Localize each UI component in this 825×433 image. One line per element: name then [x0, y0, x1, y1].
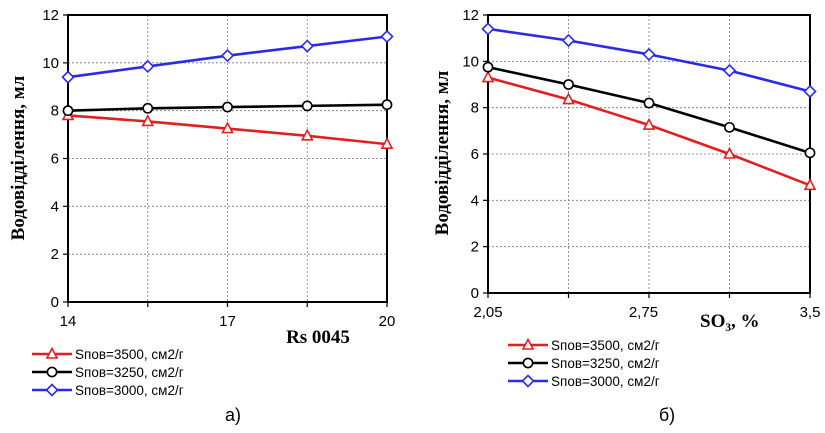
data-point — [301, 100, 313, 112]
legend: Sпов=3500, см2/г Sпов=3250, см2/г Sпов=300… — [508, 337, 660, 389]
data-point — [803, 178, 817, 191]
chart-a: 0 2 4 6 8 10 12 14 17 20 Водовідділення, мл Rs 0045… — [8, 7, 395, 425]
y-tick-label: 8 — [471, 100, 479, 117]
data-point — [300, 39, 314, 53]
data-point — [300, 128, 314, 141]
data-point — [722, 63, 737, 78]
data-point — [62, 105, 74, 117]
y-tick-label: 2 — [51, 246, 59, 263]
x-tick-label: 2,75 — [629, 304, 658, 321]
legend-label: Sпов=3500, см2/г — [75, 347, 184, 362]
data-point — [643, 97, 655, 109]
y-tick-label: 2 — [471, 239, 479, 256]
y-tick-label: 4 — [51, 198, 59, 215]
y-tick-label: 8 — [51, 103, 59, 120]
data-point — [563, 79, 574, 90]
x-axis-label: Rs 0045 — [286, 327, 350, 348]
data-point — [803, 84, 817, 99]
y-tick-label: 6 — [471, 146, 479, 163]
y-tick-label: 4 — [471, 192, 479, 209]
y-tick-label: 10 — [462, 53, 479, 70]
legend-label: Sпов=3250, см2/г — [75, 365, 184, 380]
x-tick-label: 14 — [60, 313, 77, 330]
data-point — [141, 59, 155, 74]
legend-marker — [521, 337, 535, 350]
chart-caption: а) — [225, 405, 241, 425]
y-tick-label: 6 — [51, 151, 59, 168]
y-tick-label: 0 — [51, 294, 59, 311]
y-axis-label: Водовідділення, мл — [432, 70, 453, 235]
legend-marker — [521, 374, 535, 388]
data-point — [222, 101, 233, 113]
y-tick-label: 0 — [471, 285, 479, 302]
data-point — [142, 102, 154, 114]
data-point — [723, 146, 736, 159]
y-tick-label: 10 — [42, 55, 59, 72]
legend-label: Sпов=3250, см2/г — [551, 356, 660, 371]
data-point — [561, 33, 576, 48]
data-point — [482, 61, 494, 73]
legend: Sпов=3500, см2/г Sпов=3250, см2/г Sпов=300… — [32, 346, 184, 398]
y-axis-label: Водовідділення, мл — [8, 75, 29, 240]
y-tick-label: 12 — [462, 7, 479, 24]
x-tick-label: 20 — [379, 313, 396, 330]
data-point — [380, 136, 394, 149]
x-tick-label: 2,05 — [473, 304, 502, 321]
data-point — [724, 121, 735, 133]
legend-marker — [522, 357, 534, 369]
data-point — [221, 121, 234, 134]
data-point — [804, 147, 816, 159]
x-tick-label: 3,5 — [800, 304, 821, 321]
data-point — [380, 29, 394, 44]
data-point — [481, 22, 495, 36]
data-point — [642, 117, 656, 130]
data-point — [220, 49, 235, 63]
data-point — [381, 99, 393, 111]
legend-label: Sпов=3000, см2/г — [551, 374, 660, 389]
data-point — [141, 114, 155, 127]
chart-b: 0 2 4 6 8 10 12 2,05 2,75 3,5 Водовідділення, мл SO… — [432, 7, 820, 425]
x-axis-label: SO₃, % — [700, 311, 760, 332]
data-point — [481, 70, 495, 83]
y-tick-label: 12 — [42, 7, 59, 24]
legend-label: Sпов=3000, см2/г — [75, 383, 184, 398]
data-point — [562, 92, 575, 105]
legend-marker — [45, 383, 59, 397]
legend-marker — [46, 366, 58, 378]
legend-marker — [45, 346, 59, 359]
data-point — [642, 47, 656, 62]
chart-caption: б) — [659, 405, 675, 425]
x-tick-label: 17 — [219, 313, 236, 330]
data-point — [61, 70, 75, 84]
legend-label: Sпов=3500, см2/г — [551, 338, 660, 353]
